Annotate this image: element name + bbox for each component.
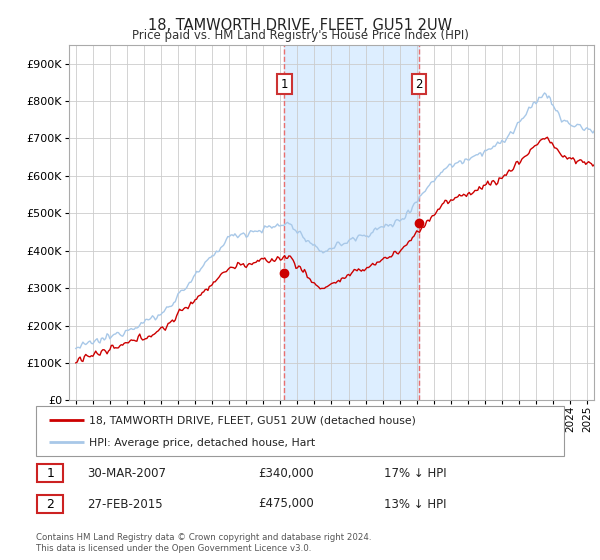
Text: 13% ↓ HPI: 13% ↓ HPI bbox=[384, 497, 446, 511]
FancyBboxPatch shape bbox=[36, 406, 564, 456]
Text: Contains HM Land Registry data © Crown copyright and database right 2024.
This d: Contains HM Land Registry data © Crown c… bbox=[36, 533, 371, 553]
Text: 18, TAMWORTH DRIVE, FLEET, GU51 2UW: 18, TAMWORTH DRIVE, FLEET, GU51 2UW bbox=[148, 18, 452, 33]
Text: 27-FEB-2015: 27-FEB-2015 bbox=[87, 497, 163, 511]
FancyBboxPatch shape bbox=[37, 495, 64, 513]
Text: £340,000: £340,000 bbox=[258, 466, 314, 480]
Text: 18, TAMWORTH DRIVE, FLEET, GU51 2UW (detached house): 18, TAMWORTH DRIVE, FLEET, GU51 2UW (det… bbox=[89, 416, 416, 426]
Text: HPI: Average price, detached house, Hart: HPI: Average price, detached house, Hart bbox=[89, 438, 315, 448]
Text: 2: 2 bbox=[415, 78, 422, 91]
Text: 1: 1 bbox=[281, 78, 288, 91]
Text: 2: 2 bbox=[46, 497, 55, 511]
FancyBboxPatch shape bbox=[37, 464, 64, 482]
Text: 17% ↓ HPI: 17% ↓ HPI bbox=[384, 466, 446, 480]
Text: Price paid vs. HM Land Registry's House Price Index (HPI): Price paid vs. HM Land Registry's House … bbox=[131, 29, 469, 42]
Text: 1: 1 bbox=[46, 466, 55, 480]
Bar bbox=[284, 45, 419, 400]
Text: 30-MAR-2007: 30-MAR-2007 bbox=[87, 466, 166, 480]
Text: £475,000: £475,000 bbox=[258, 497, 314, 511]
